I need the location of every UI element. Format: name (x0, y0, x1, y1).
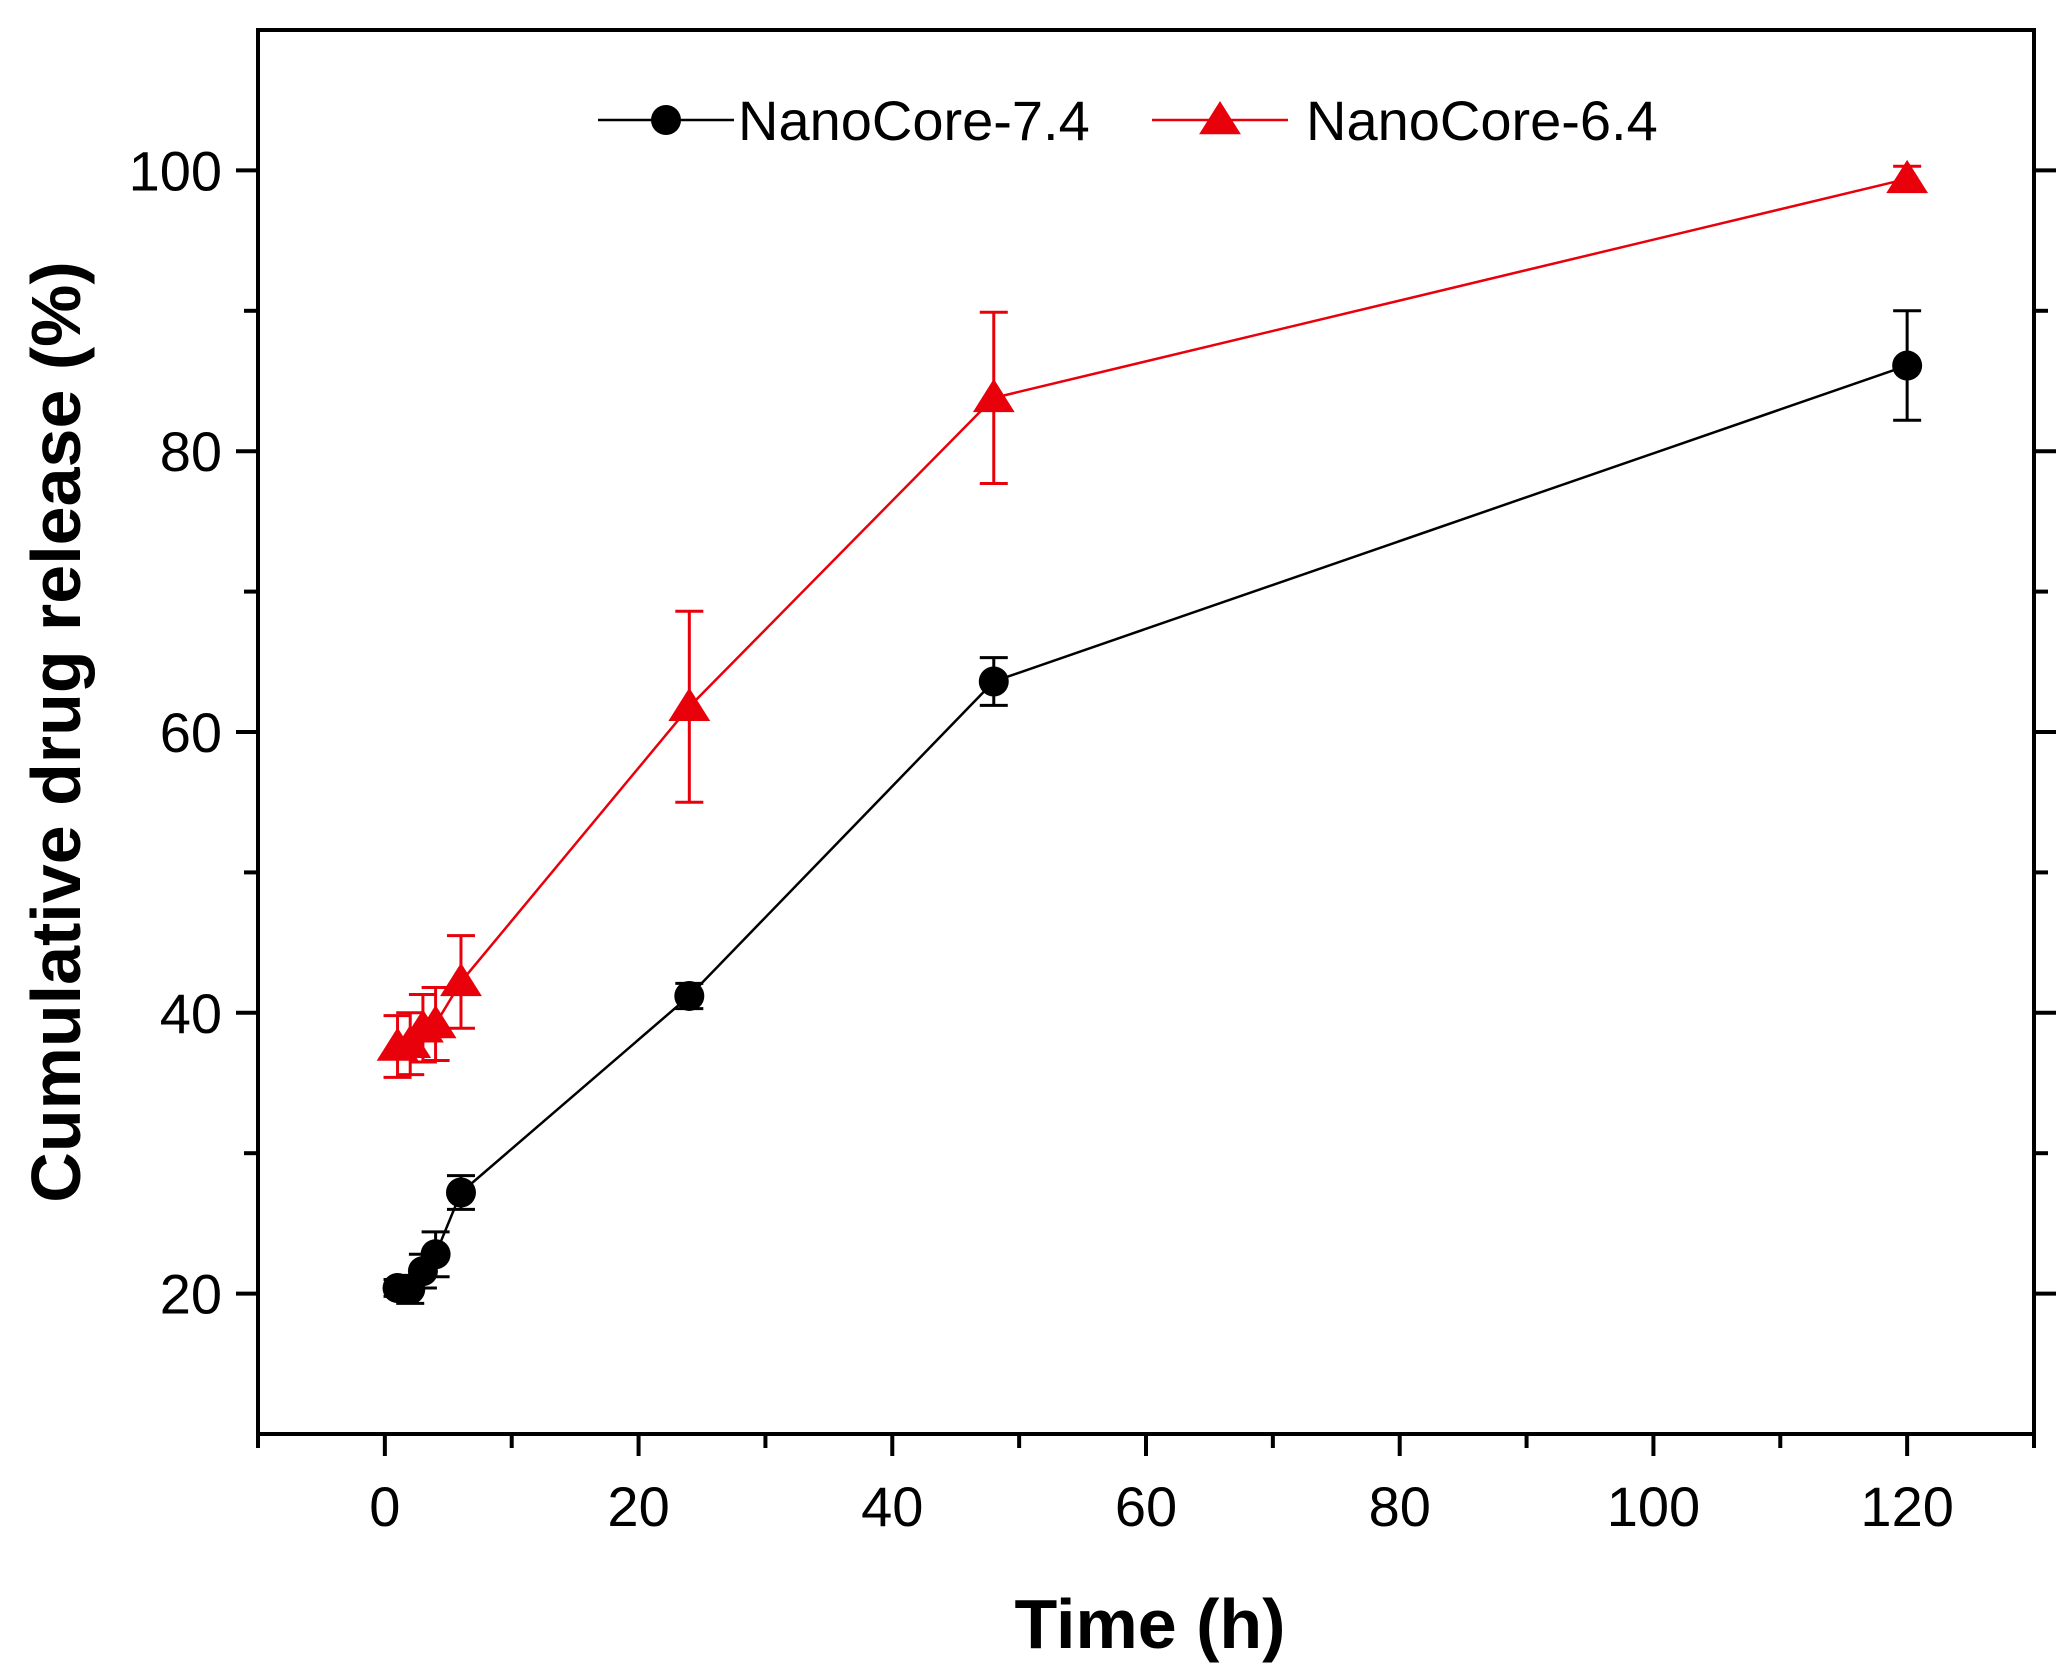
data-point (1892, 350, 1923, 381)
legend-marker (1199, 101, 1241, 135)
x-axis-ticks: 0 20 40 60 80 100 120 (256, 1434, 2036, 1538)
series-NanoCore-6.4 (376, 159, 1929, 1079)
legend-entry: NanoCore-6.4 (1152, 89, 1658, 152)
x-tick-label: 80 (1369, 1475, 1431, 1538)
y-axis-title: Cumulative drug release (%) (17, 261, 95, 1202)
series-line (397, 364, 1908, 1291)
data-point (668, 687, 711, 721)
series-layer (376, 159, 1929, 1305)
series-line (397, 177, 1908, 1048)
data-point (420, 1239, 451, 1270)
x-tick-label: 40 (861, 1475, 923, 1538)
series-NanoCore-7.4 (382, 309, 1923, 1305)
x-tick-label: 100 (1607, 1475, 1700, 1538)
y-tick-label: 60 (160, 701, 222, 764)
x-axis-title: Time (h) (1015, 1585, 1286, 1663)
x-tick-label: 0 (369, 1475, 400, 1538)
x-tick-label: 120 (1860, 1475, 1953, 1538)
y-tick-label: 20 (160, 1263, 222, 1326)
legend-label: NanoCore-6.4 (1306, 89, 1658, 152)
y-tick-label: 80 (160, 420, 222, 483)
legend: NanoCore-7.4 NanoCore-6.4 (598, 89, 1658, 152)
plot-frame (256, 28, 2036, 1436)
x-tick-label: 60 (1115, 1475, 1177, 1538)
data-point (972, 378, 1015, 413)
y-tick-label: 100 (129, 139, 222, 202)
y-axis-ticks: 20 40 60 80 100 (129, 139, 2056, 1326)
data-point (978, 666, 1009, 697)
data-point (440, 962, 482, 997)
data-point (1886, 159, 1929, 194)
legend-label: NanoCore-7.4 (738, 89, 1090, 152)
data-point (445, 1177, 476, 1208)
y-tick-label: 40 (160, 982, 222, 1045)
legend-marker (651, 105, 681, 135)
data-point (674, 980, 705, 1011)
data-point (414, 1005, 457, 1039)
legend-entry: NanoCore-7.4 (598, 89, 1090, 152)
x-tick-label: 20 (607, 1475, 669, 1538)
